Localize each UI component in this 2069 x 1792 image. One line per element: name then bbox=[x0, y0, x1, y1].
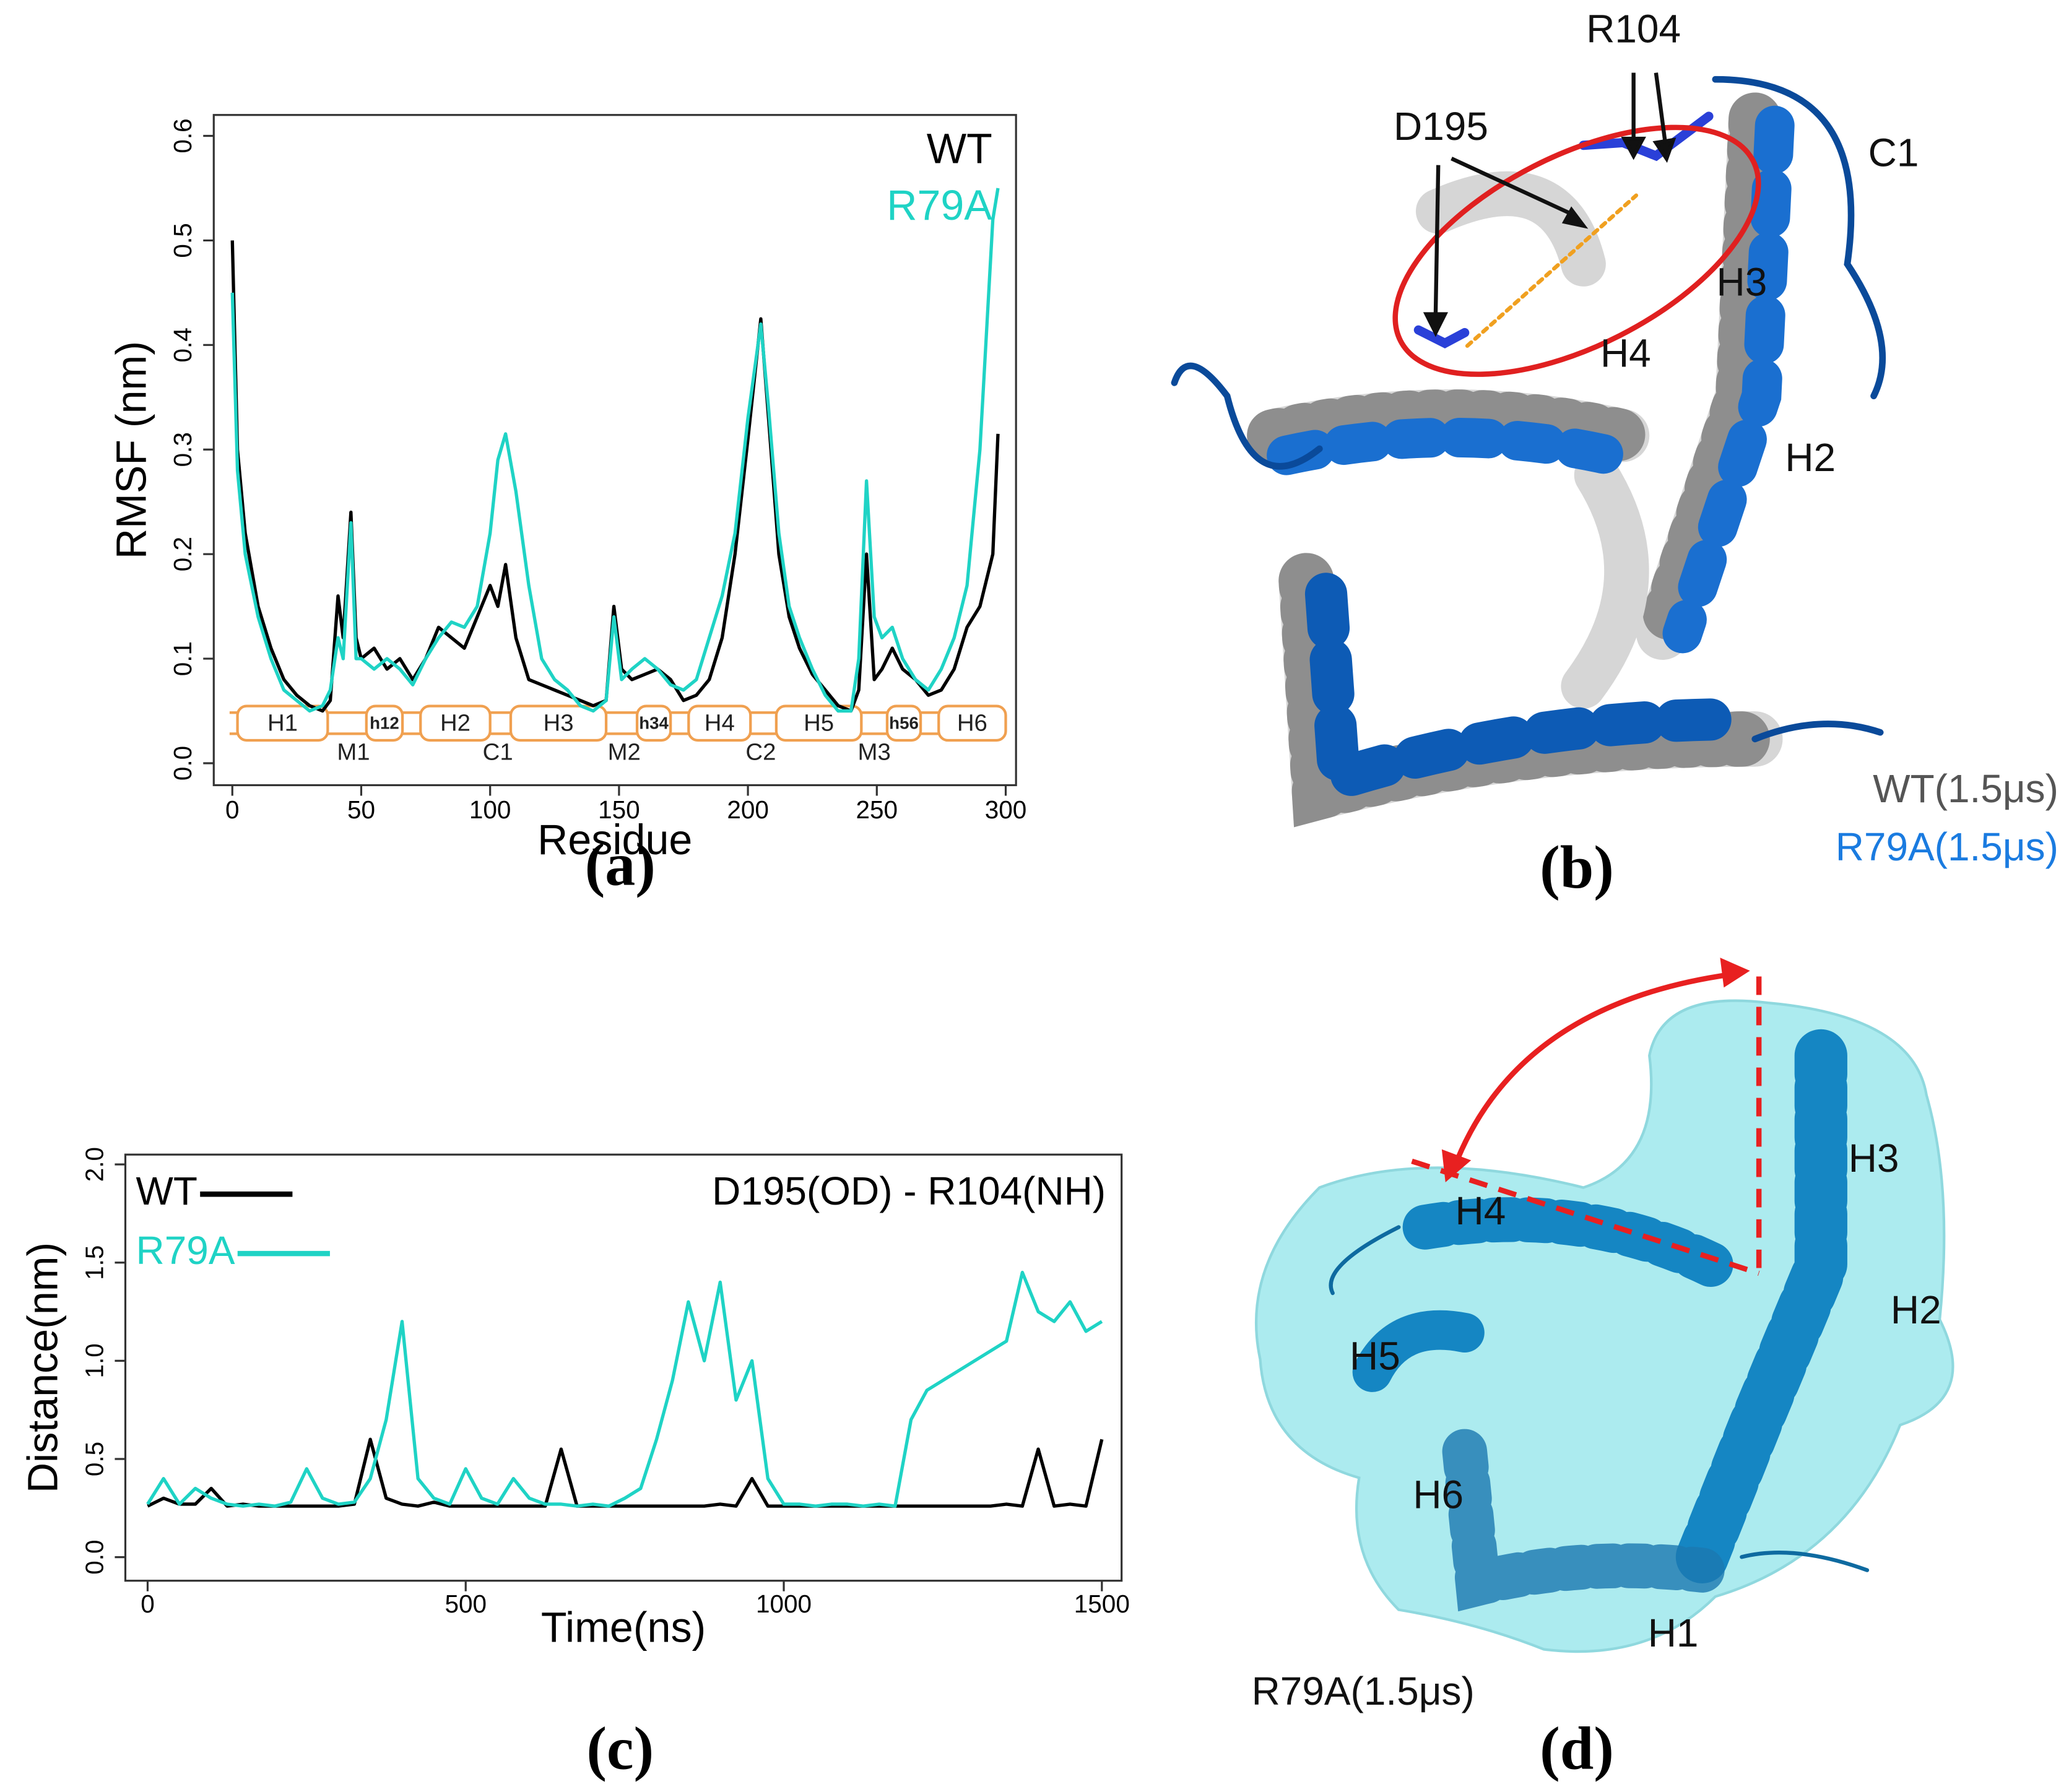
y-tick-label: 0.2 bbox=[168, 537, 197, 571]
angle-guides bbox=[1411, 958, 1762, 1276]
legend-label: R79A bbox=[887, 182, 992, 229]
x-tick-label: 50 bbox=[347, 795, 375, 824]
helix-box bbox=[509, 704, 608, 742]
helix-label: h56 bbox=[889, 714, 919, 733]
panel-label: (c) bbox=[586, 1716, 654, 1783]
x-axis-label: Time(ns) bbox=[541, 1604, 706, 1651]
helix-box bbox=[236, 704, 329, 742]
annotation: H2 bbox=[1891, 1288, 1941, 1332]
annotation: H3 bbox=[1717, 260, 1768, 305]
legend-label: WT bbox=[136, 1169, 197, 1213]
structure-b: R104 D195 C1 H3 H4 H2 WT(1.5μs) R79A(1.5… bbox=[1171, 6, 2058, 901]
x-axis-label: Residue bbox=[537, 816, 692, 864]
helix-label: H6 bbox=[957, 710, 987, 737]
y-axis-label: RMSF (nm) bbox=[108, 341, 155, 559]
loop-label: M3 bbox=[857, 738, 890, 765]
loop-label: C1 bbox=[483, 738, 513, 765]
loop-label: M2 bbox=[608, 738, 641, 765]
y-tick-label: 0.3 bbox=[168, 432, 197, 467]
annotation: D195(OD) - R104(NH) bbox=[712, 1169, 1106, 1213]
plot-frame bbox=[124, 1153, 1123, 1582]
x-tick-label: 1000 bbox=[756, 1590, 812, 1618]
x-tick-label: 1500 bbox=[1074, 1590, 1130, 1618]
annotation: H5 bbox=[1350, 1334, 1400, 1379]
helix-box bbox=[365, 704, 404, 742]
helix-label: H4 bbox=[705, 710, 735, 737]
annotation: H3 bbox=[1849, 1136, 1899, 1180]
structure-d: H3 H4 H2 H5 H6 H1 R79A(1.5μs) (d) bbox=[1252, 958, 1954, 1783]
arrows bbox=[1423, 72, 1676, 337]
annotation: D195 bbox=[1394, 104, 1488, 149]
highlight-ellipse bbox=[1392, 124, 1761, 377]
loop-label: C2 bbox=[745, 738, 776, 765]
x-tick-label: 300 bbox=[985, 795, 1027, 824]
legend-label: WT(1.5μs) bbox=[1873, 766, 2058, 811]
helix-label: H3 bbox=[544, 710, 574, 737]
legend-label: R79A bbox=[136, 1228, 235, 1273]
x-tick-label: 0 bbox=[141, 1590, 155, 1618]
x-tick-label: 150 bbox=[598, 795, 640, 824]
y-tick-label: 0.1 bbox=[168, 641, 197, 676]
y-tick-label: 0.0 bbox=[80, 1539, 108, 1574]
y-tick-label: 0.5 bbox=[168, 223, 197, 258]
y-tick-label: 0.5 bbox=[80, 1442, 108, 1476]
helix-box bbox=[885, 704, 922, 742]
data-line bbox=[230, 188, 1000, 713]
y-tick-label: 0.0 bbox=[168, 746, 197, 781]
annotation: H6 bbox=[1413, 1472, 1464, 1517]
legend-label: R79A(1.5μs) bbox=[1836, 825, 2058, 869]
x-tick-label: 200 bbox=[727, 795, 769, 824]
legend-label: WT bbox=[927, 125, 992, 172]
panel-label: (a) bbox=[585, 832, 656, 899]
helices-mutant bbox=[1171, 76, 1886, 807]
panel-label: (b) bbox=[1540, 834, 1614, 901]
x-tick-label: 100 bbox=[469, 795, 511, 824]
helix-box bbox=[687, 704, 752, 742]
annotation: H1 bbox=[1648, 1611, 1699, 1655]
loop-label: M1 bbox=[337, 738, 370, 765]
legend-label: R79A(1.5μs) bbox=[1252, 1669, 1475, 1713]
y-tick-label: 2.0 bbox=[80, 1147, 108, 1182]
helix-label: H1 bbox=[267, 710, 298, 737]
helix-label: h34 bbox=[639, 714, 669, 733]
annotation: H4 bbox=[1455, 1188, 1506, 1233]
x-tick-label: 500 bbox=[445, 1590, 487, 1618]
helices bbox=[1329, 1029, 1870, 1612]
helix-box bbox=[635, 704, 672, 742]
helix-label: h12 bbox=[370, 714, 399, 733]
annotation: R104 bbox=[1586, 6, 1681, 51]
surface bbox=[1255, 999, 1954, 1653]
x-tick-label: 250 bbox=[856, 795, 898, 824]
helix-box bbox=[937, 704, 1007, 742]
annotation: H2 bbox=[1785, 435, 1836, 480]
annotation: C1 bbox=[1868, 131, 1919, 175]
y-tick-label: 0.6 bbox=[168, 118, 197, 153]
annotation: H4 bbox=[1600, 331, 1651, 376]
x-tick-label: 0 bbox=[225, 795, 240, 824]
y-axis-label: Distance(nm) bbox=[20, 1242, 67, 1493]
helix-box bbox=[419, 704, 492, 742]
data-line bbox=[146, 1270, 1103, 1508]
y-tick-label: 1.5 bbox=[80, 1245, 108, 1280]
y-tick-label: 1.0 bbox=[80, 1343, 108, 1378]
panel-label: (d) bbox=[1540, 1716, 1614, 1783]
data-line bbox=[147, 1437, 1104, 1508]
y-tick-label: 0.4 bbox=[168, 327, 197, 362]
helix-label: H5 bbox=[804, 710, 834, 737]
helix-box bbox=[774, 704, 863, 742]
helix-label: H2 bbox=[440, 710, 471, 737]
